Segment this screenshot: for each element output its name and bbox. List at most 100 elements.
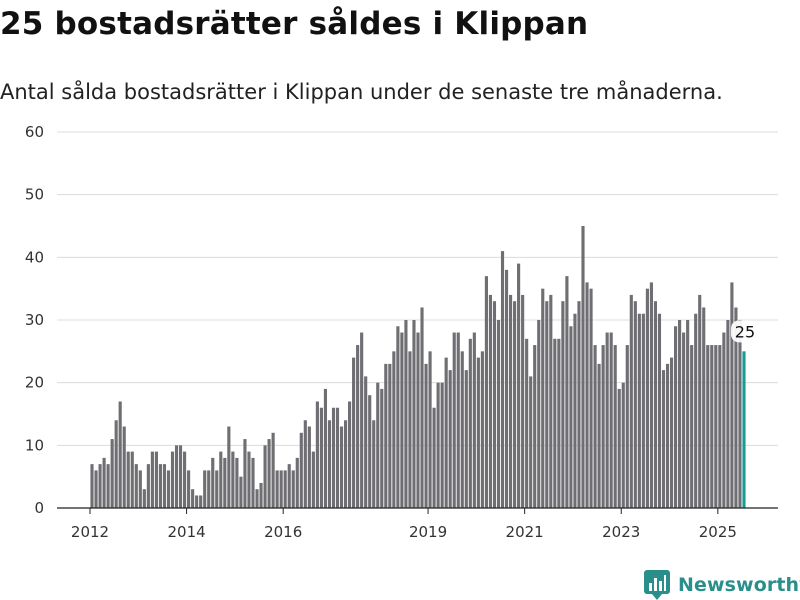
bar [549, 294, 553, 508]
bar [682, 332, 686, 508]
bar [275, 470, 279, 508]
y-tick-label: 40 [25, 248, 44, 266]
bar [154, 451, 158, 508]
bar [513, 301, 517, 508]
bar [291, 470, 295, 508]
x-tick-label: 2019 [409, 523, 447, 538]
bar [496, 320, 501, 508]
x-tick-label: 2021 [506, 523, 544, 538]
bar [267, 439, 271, 508]
bar [307, 426, 311, 508]
bar [488, 294, 493, 508]
bar [432, 407, 436, 508]
bar [90, 464, 94, 508]
bar [718, 345, 722, 508]
bar [102, 457, 106, 508]
bar [500, 251, 505, 508]
bar [480, 351, 484, 508]
bar [348, 401, 352, 508]
bar [247, 451, 251, 508]
bar [323, 388, 328, 508]
bar [319, 407, 323, 508]
bar [436, 382, 440, 508]
y-tick-label: 20 [25, 374, 44, 392]
bar [327, 420, 332, 508]
bar-highlighted [742, 351, 746, 508]
bar [529, 376, 533, 508]
bar [384, 363, 388, 508]
bar [122, 426, 126, 508]
bar [541, 288, 545, 508]
bar [553, 338, 557, 508]
bar [484, 276, 488, 508]
chart-title: 25 bostadsrätter såldes i Klippan [0, 6, 589, 42]
bar [416, 332, 420, 508]
brand-name: Newsworthy [678, 574, 800, 596]
bar [404, 320, 408, 508]
bar [521, 294, 525, 508]
bar [231, 451, 235, 508]
bar [191, 489, 195, 508]
bar [259, 482, 263, 508]
bar [94, 470, 98, 508]
grid-lines [57, 131, 778, 446]
bar [561, 301, 565, 508]
bar [641, 313, 645, 508]
bar [263, 445, 267, 508]
bar [621, 382, 625, 508]
bar [376, 382, 380, 508]
bar [295, 457, 299, 508]
bar [98, 464, 102, 508]
bar [142, 489, 146, 508]
bar [138, 470, 142, 508]
chart-subtitle: Antal sålda bostadsrätter i Klippan unde… [0, 80, 723, 104]
bar [412, 320, 416, 508]
bar [396, 326, 400, 508]
bar [339, 426, 344, 508]
bar [150, 451, 154, 508]
bar [678, 320, 682, 508]
bar [195, 495, 199, 508]
bar [601, 345, 605, 508]
brand-logo: Newsworthy [644, 570, 800, 600]
bar [456, 332, 460, 508]
bar [649, 282, 653, 508]
bar [187, 470, 191, 508]
bar [364, 376, 368, 508]
bar [287, 464, 291, 508]
bar [492, 301, 497, 508]
bar [243, 439, 247, 508]
bar [380, 388, 384, 508]
y-tick-label: 10 [25, 436, 44, 454]
bar [508, 294, 513, 508]
bar [106, 464, 110, 508]
y-axis-ticks: 0 10 20 30 40 50 60 [25, 123, 44, 517]
x-tick-label: 2016 [264, 523, 302, 538]
bar [420, 307, 424, 508]
bar [645, 288, 649, 508]
bar [517, 263, 521, 508]
bar [633, 301, 637, 508]
bar [581, 226, 585, 508]
bar [444, 357, 448, 508]
x-tick-label: 2012 [71, 523, 109, 538]
bar [653, 301, 658, 508]
bar [283, 470, 287, 508]
bar [609, 332, 613, 508]
bar [504, 269, 509, 508]
bar [577, 301, 581, 508]
bar [207, 470, 211, 508]
y-tick-label: 0 [34, 499, 44, 517]
bar [738, 320, 742, 508]
bar [315, 401, 319, 508]
highlight-label: 25 [735, 322, 755, 341]
bar [605, 332, 609, 508]
bar [126, 451, 130, 508]
bar [146, 464, 150, 508]
bar [613, 345, 617, 508]
bar [698, 294, 702, 508]
bar [545, 301, 549, 508]
highlight-label-group: 25 [730, 320, 759, 343]
bar [110, 439, 114, 508]
x-tick-label: 2023 [602, 523, 640, 538]
